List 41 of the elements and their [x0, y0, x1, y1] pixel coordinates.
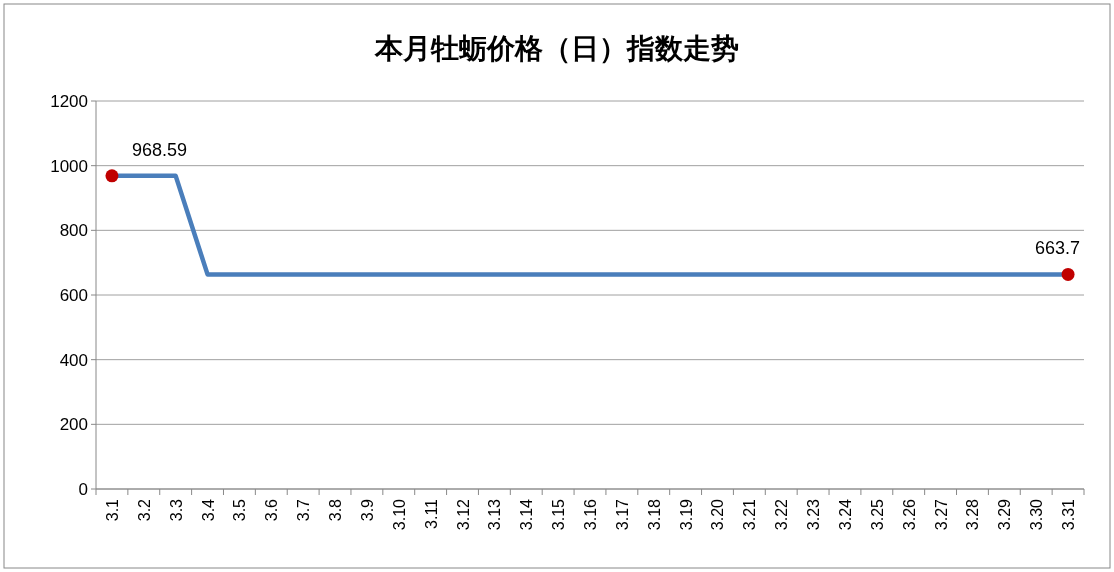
x-tick-label: 3.26	[900, 498, 918, 531]
data-label: 663.7	[1035, 238, 1081, 259]
x-tick-label: 3.16	[582, 498, 599, 531]
data-label: 968.59	[131, 139, 187, 160]
x-tick-label: 3.20	[709, 498, 727, 531]
x-tick-label: 3.30	[1028, 498, 1046, 531]
x-tick-label: 3.15	[550, 498, 568, 531]
x-tick-label: 3.7	[295, 498, 313, 522]
x-tick-label: 3.5	[231, 498, 249, 522]
x-tick-label: 3.29	[996, 498, 1014, 531]
x-tick-label: 3.25	[868, 498, 886, 531]
x-tick-label: 3.23	[805, 498, 823, 531]
x-tick-label: 3.3	[167, 498, 185, 522]
x-tick-label: 3.18	[645, 498, 663, 531]
x-tick-label: 3.21	[741, 498, 759, 531]
y-tick-label: 400	[59, 350, 88, 370]
x-tick-label: 3.28	[964, 498, 982, 531]
x-tick-label: 3.6	[263, 498, 281, 522]
x-tick-label: 3.9	[358, 498, 376, 522]
x-tick-label: 3.24	[836, 498, 854, 531]
y-tick-label: 800	[59, 221, 88, 241]
y-tick-label: 200	[59, 415, 88, 435]
x-tick-label: 3.11	[422, 498, 440, 529]
x-tick-label: 3.19	[677, 498, 695, 531]
x-tick-label: 3.14	[518, 498, 536, 531]
x-tick-label: 3.27	[932, 498, 950, 531]
x-tick-label: 3.2	[135, 498, 153, 522]
x-tick-label: 3.12	[454, 498, 472, 531]
x-tick-label: 3.1	[103, 498, 121, 522]
x-tick-label: 3.10	[390, 498, 408, 531]
y-tick-label: 0	[78, 480, 88, 499]
x-tick-label: 3.8	[327, 498, 345, 522]
x-tick-label: 3.31	[1060, 498, 1078, 531]
y-tick-label: 600	[59, 286, 88, 305]
x-tick-label: 3.13	[486, 498, 504, 531]
x-tick-label: 3.4	[199, 498, 217, 522]
x-tick-label: 3.17	[613, 498, 631, 531]
y-tick-label: 1000	[50, 156, 88, 176]
chart-title: 本月牡蛎价格（日）指数走势	[374, 33, 739, 64]
y-tick-label: 1200	[50, 92, 88, 111]
x-tick-label: 3.22	[773, 498, 791, 531]
